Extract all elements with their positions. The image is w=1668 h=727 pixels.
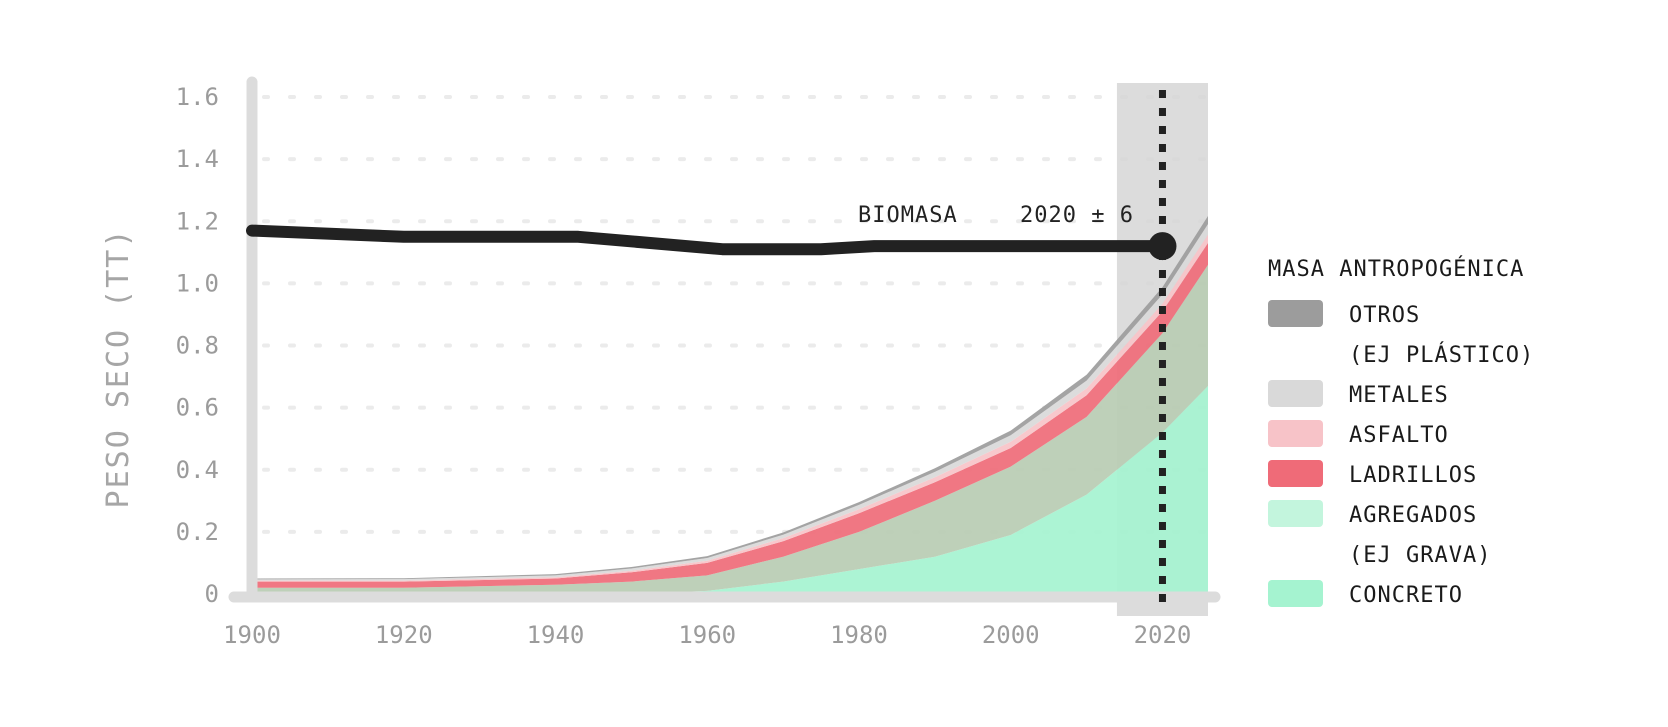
y-tick-label: 0.2 [176,518,219,546]
x-tick-label: 1900 [223,621,281,649]
x-tick-label: 1940 [527,621,585,649]
biomass-line [246,224,1169,256]
legend-label: AGREGADOS [1349,503,1477,528]
crossover-annotation: 2020 ± 6 [1020,203,1134,228]
legend-swatch [1268,380,1323,407]
legend-swatch [1268,580,1323,607]
legend-label: (EJ GRAVA) [1349,543,1491,568]
y-tick-label: 1.4 [176,145,219,173]
area-agregados-ej-grava [252,264,1208,594]
legend-label: LADRILLOS [1349,463,1477,488]
legend-swatch [1268,300,1323,327]
x-tick-label: 2000 [982,621,1040,649]
x-tick-label: 1920 [375,621,433,649]
legend-title: MASA ANTROPOGÉNICA [1268,256,1524,282]
legend-swatch [1268,420,1323,447]
area-concreto [252,385,1208,594]
legend-swatch [1268,500,1323,527]
x-tick-label: 1980 [830,621,888,649]
grid [262,95,1210,534]
x-tick-label: 1960 [678,621,736,649]
biomass-layer [246,90,1177,604]
y-tick-label: 0.8 [176,332,219,360]
legend-swatch [1268,460,1323,487]
stacked-areas [252,216,1208,594]
y-tick-label: 1.2 [176,207,219,235]
crossover-marker [1148,232,1177,261]
legend-label: CONCRETO [1349,583,1463,608]
tick-labels: 0 0.2 0.4 0.6 0.8 1.0 1.2 1.4 1.6 1900 1920 1940 196… [176,83,1192,649]
legend-label: OTROS [1349,303,1420,328]
y-tick-label: 1.6 [176,83,219,111]
y-tick-label: 0.6 [176,394,219,422]
axes [228,76,1221,603]
y-axis-label: PESO SECO (TT) [101,228,136,509]
legend-label: ASFALTO [1349,423,1449,448]
x-tick-label: 2020 [1134,621,1192,649]
legend-label: (EJ PLÁSTICO) [1349,342,1534,368]
y-tick-label: 0.4 [176,456,219,484]
biomass-annotation: BIOMASA [858,203,958,228]
y-tick-label: 0 [205,580,219,608]
legend: OTROS (EJ PLÁSTICO) METALES ASFALTO LADRILLO… [1268,300,1534,608]
legend-label: METALES [1349,383,1449,408]
y-tick-label: 1.0 [176,269,219,297]
